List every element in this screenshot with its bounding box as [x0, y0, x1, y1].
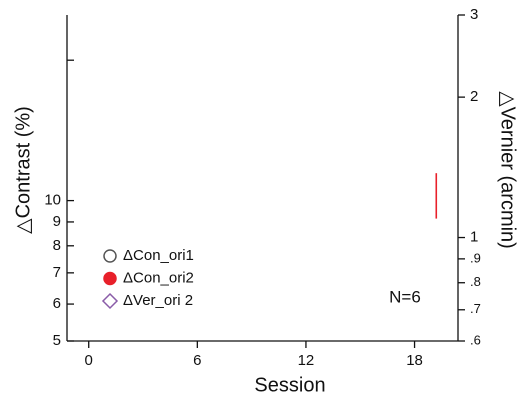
annotation: N=6: [389, 287, 421, 306]
legend-label: ΔVer_ori 2: [123, 292, 193, 309]
y-tick-label: 7: [53, 264, 61, 281]
y2-tick-label: 1: [470, 228, 478, 245]
legend-marker: [103, 271, 117, 286]
y2-tick-label: .7: [470, 301, 481, 316]
legend-label: ΔCon_ori1: [123, 247, 194, 264]
y-tick-label: 9: [53, 213, 61, 230]
x-tick-label: 6: [193, 352, 201, 369]
y2-tick-label: .8: [470, 274, 481, 289]
y-tick-label: 5: [53, 332, 61, 349]
y2-tick-label: 3: [470, 6, 478, 23]
x-tick-label: 18: [406, 352, 423, 369]
x-tick-label: 12: [298, 352, 315, 369]
y2-tick-label: .9: [470, 250, 481, 265]
y2-tick-label: .6: [470, 332, 481, 347]
y-tick-label: 8: [53, 237, 61, 254]
x-axis-title: Session: [254, 374, 325, 396]
y-axis-title: △Contrast (%): [12, 106, 34, 234]
legend-label: ΔCon_ori2: [123, 269, 194, 286]
y2-tick-label: 2: [470, 88, 478, 105]
y2-axis-title: △Vernier (arcmin): [497, 91, 519, 249]
legend-marker: [101, 292, 119, 310]
y-tick-label: 6: [53, 295, 61, 312]
x-tick-label: 0: [85, 352, 93, 369]
legend-marker: [103, 249, 117, 263]
y-tick-label: 10: [44, 192, 61, 209]
